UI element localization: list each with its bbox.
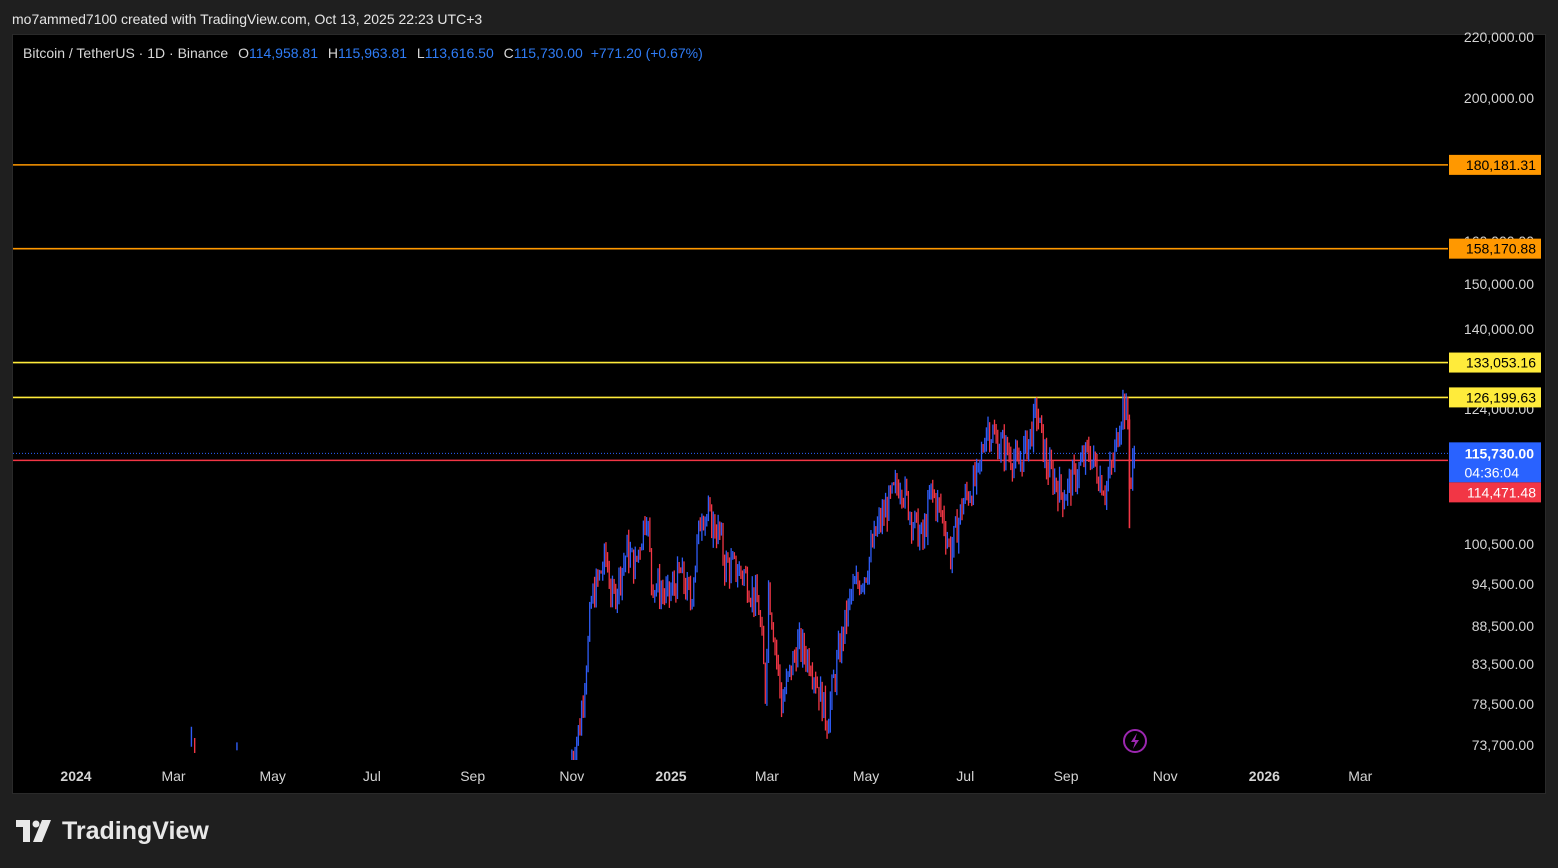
x-tick-label: 2026 xyxy=(1249,768,1280,784)
current-price-label: 115,730.00 xyxy=(1465,445,1535,461)
x-tick-label: 2025 xyxy=(655,768,686,784)
x-tick-label: May xyxy=(853,768,879,784)
symbol-legend: Bitcoin / TetherUS · 1D · Binance O114,9… xyxy=(23,45,703,61)
level-badge-label: 180,181.31 xyxy=(1466,157,1536,173)
badge-layer: 180,181.31 158,170.88 133,053.16 126,199.63… xyxy=(1449,154,1541,503)
y-tick-label: 200,000.00 xyxy=(1464,90,1534,106)
y-tick-label: 220,000.00 xyxy=(1464,29,1534,45)
level-badge-label: 133,053.16 xyxy=(1466,355,1536,371)
x-tick-label: Nov xyxy=(559,768,584,784)
high-value: 115,963.81 xyxy=(338,45,408,61)
level-badge xyxy=(1449,387,1541,408)
countdown-label: 04:36:04 xyxy=(1465,464,1520,480)
y-tick-label: 100,500.00 xyxy=(1464,536,1534,552)
open-label: O xyxy=(238,45,249,61)
y-tick-label: 83,500.00 xyxy=(1472,656,1534,672)
x-tick-label: Sep xyxy=(1054,768,1079,784)
x-tick-label: 2024 xyxy=(60,768,91,784)
lightning-icon[interactable] xyxy=(1123,729,1147,753)
current-price-badge xyxy=(1449,442,1541,483)
y-tick-label: 140,000.00 xyxy=(1464,321,1534,337)
level-badge-label: 158,170.88 xyxy=(1466,241,1536,257)
chart-attribution: mo7ammed7100 created with TradingView.co… xyxy=(12,11,483,27)
y-tick-label: 150,000.00 xyxy=(1464,276,1534,292)
x-tick-label: Sep xyxy=(460,768,485,784)
close-value: 115,730.00 xyxy=(513,45,583,61)
x-tick-label: May xyxy=(259,768,285,784)
y-tick-label: 73,700.00 xyxy=(1472,737,1534,753)
candles-layer xyxy=(190,389,1135,760)
level-badge-label: 126,199.63 xyxy=(1466,389,1536,405)
level-badge xyxy=(1449,154,1541,175)
change-value: +771.20 (+0.67%) xyxy=(590,45,703,61)
red-level-badge-label: 114,471.48 xyxy=(1467,484,1536,500)
symbol-name[interactable]: Bitcoin / TetherUS · 1D · Binance xyxy=(23,45,229,61)
low-label: L xyxy=(416,45,425,61)
y-tick-label: 88,500.00 xyxy=(1472,618,1534,634)
x-tick-label: Nov xyxy=(1153,768,1178,784)
level-badge xyxy=(1449,238,1541,259)
level-badge xyxy=(1449,352,1541,373)
axis-layer: 220,000.00200,000.00160,000.00150,000.00… xyxy=(60,29,1534,784)
open-value: 114,958.81 xyxy=(248,45,318,61)
high-label: H xyxy=(327,45,338,61)
tradingview-mark-icon xyxy=(16,820,51,842)
x-tick-label: Jul xyxy=(363,768,381,784)
low-value: 113,616.50 xyxy=(424,45,494,61)
tradingview-logo[interactable]: TradingView xyxy=(16,814,209,848)
y-tick-label: 94,500.00 xyxy=(1472,576,1534,592)
x-tick-label: Mar xyxy=(755,768,779,784)
y-tick-label: 78,500.00 xyxy=(1472,696,1534,712)
x-tick-label: Mar xyxy=(161,768,185,784)
chart-area[interactable] xyxy=(12,34,1546,794)
levels-layer xyxy=(13,164,1448,462)
red-level-badge xyxy=(1449,482,1541,503)
x-tick-label: Jul xyxy=(956,768,974,784)
brand-name: TradingView xyxy=(62,816,209,845)
close-label: C xyxy=(503,45,514,61)
x-tick-label: Mar xyxy=(1348,768,1372,784)
